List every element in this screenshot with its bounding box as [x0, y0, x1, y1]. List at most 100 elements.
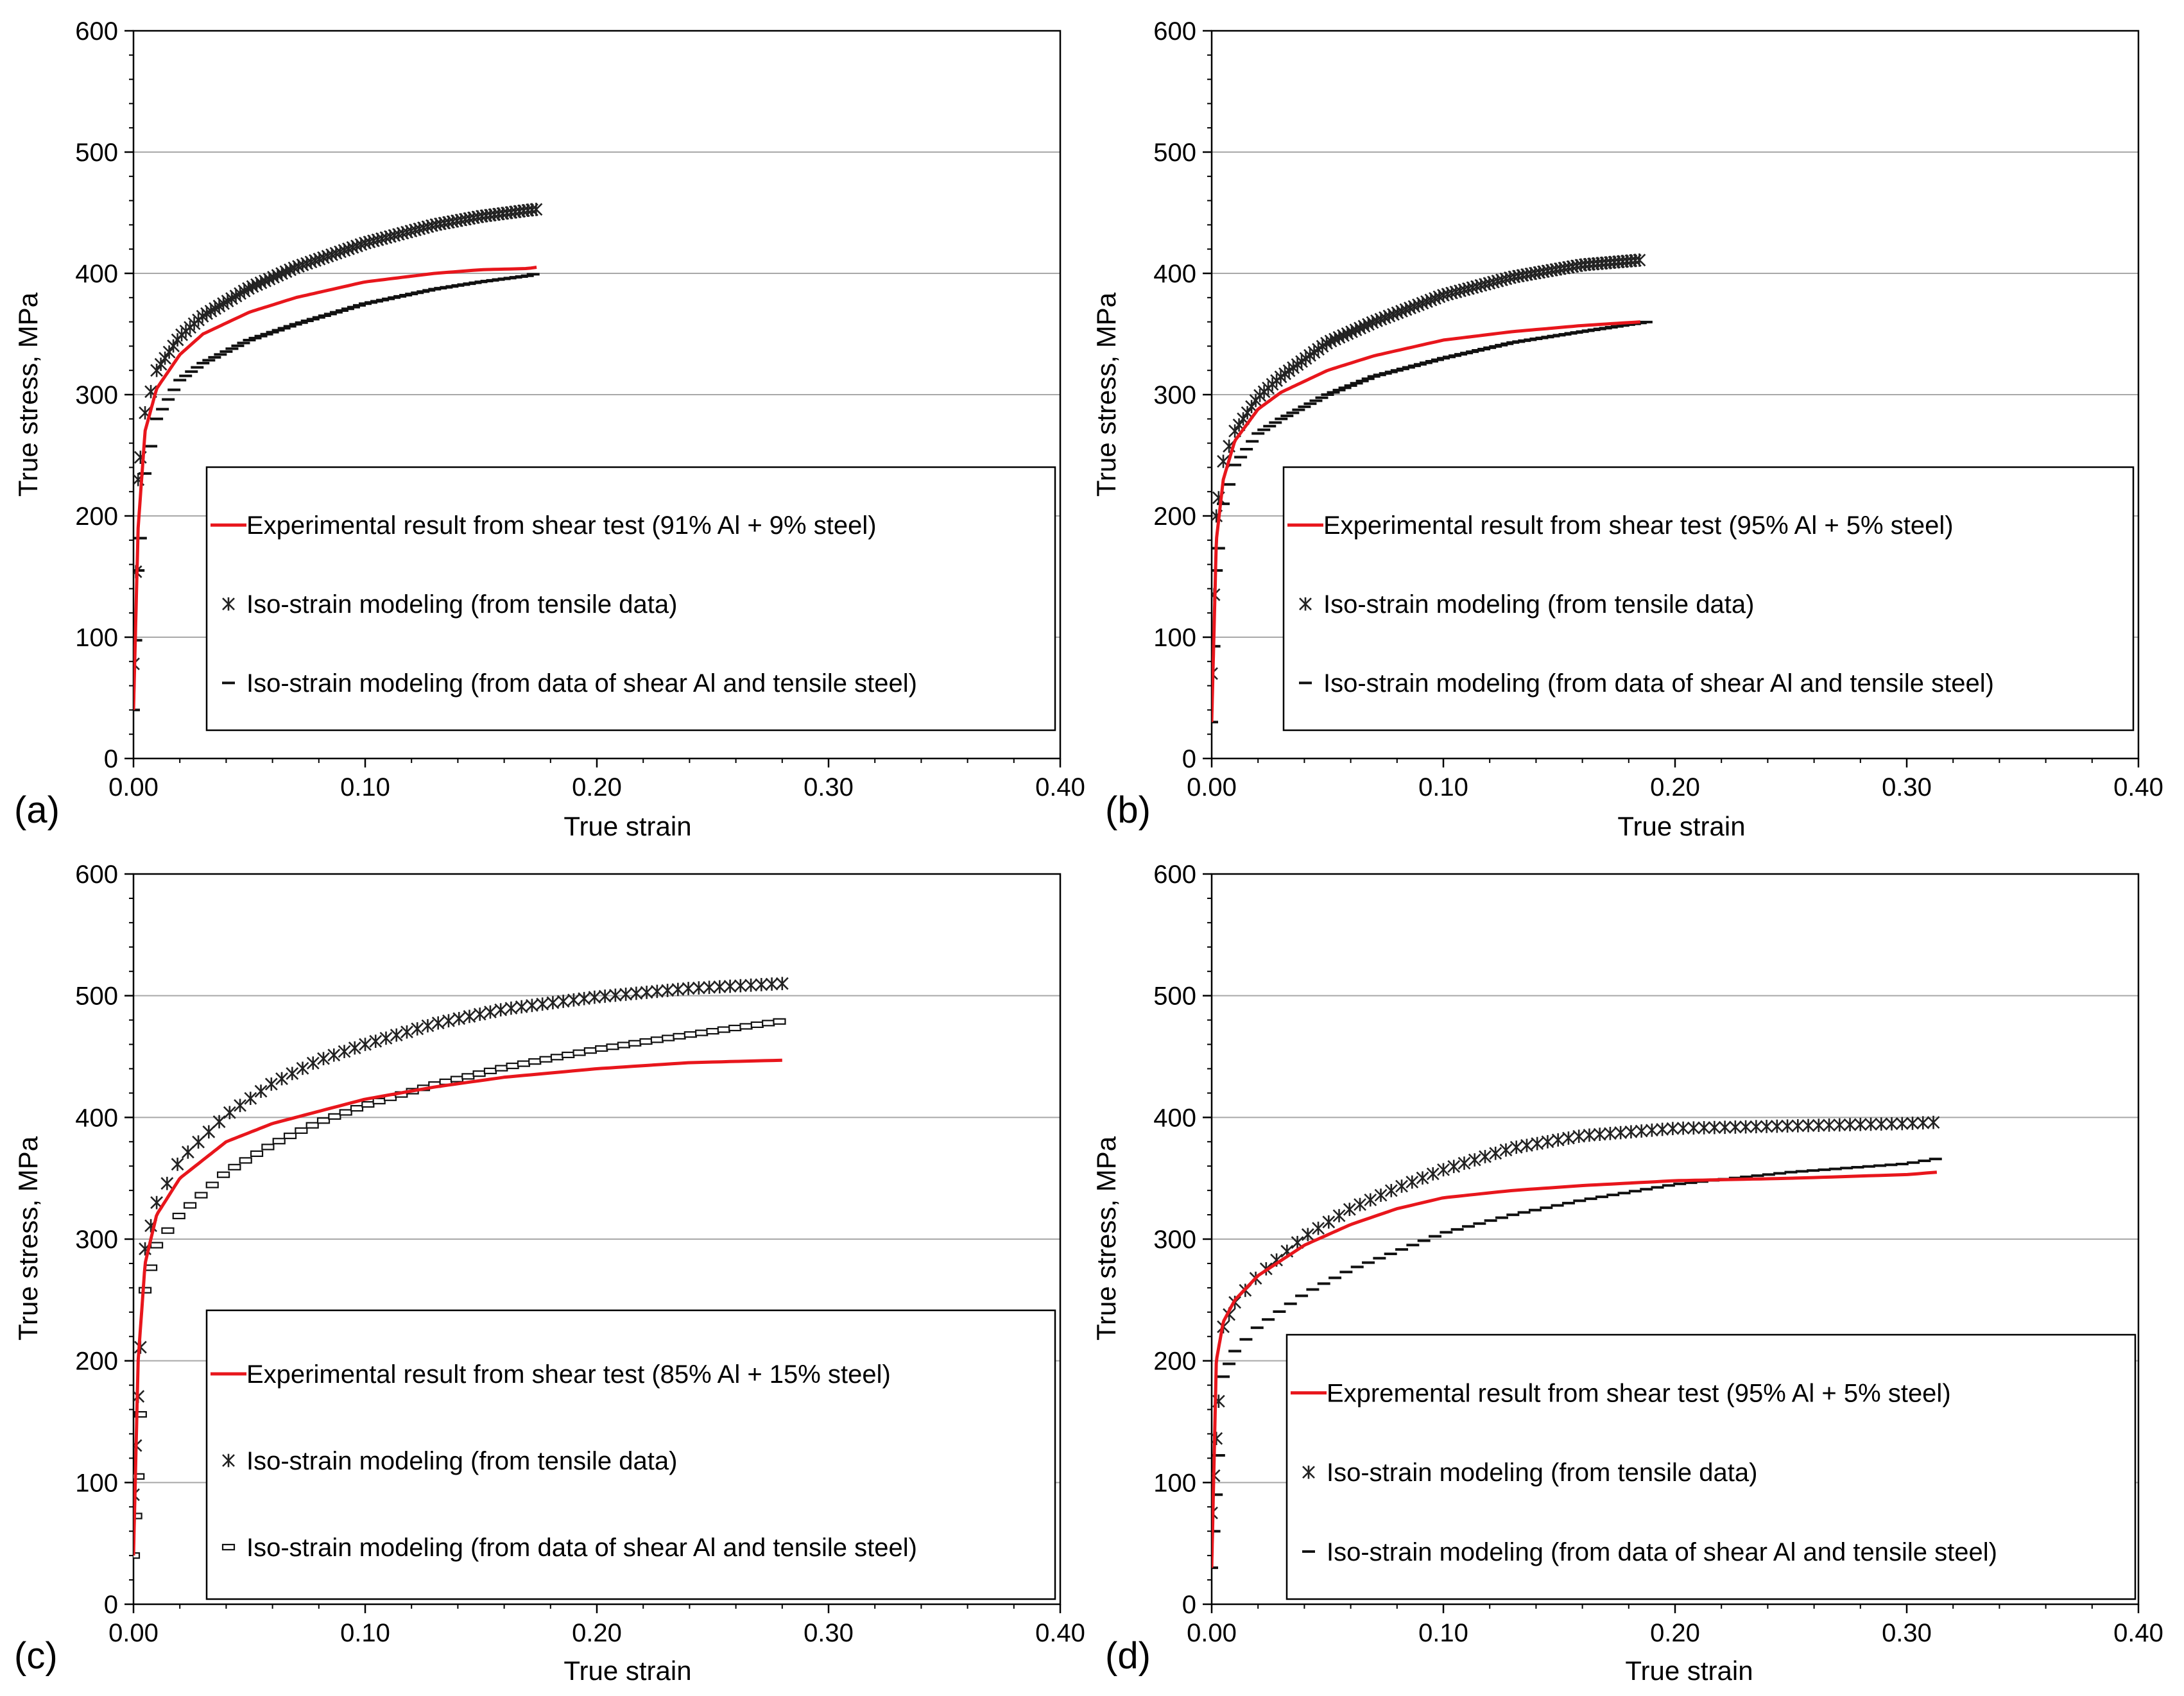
asterisk-marker [1212, 1432, 1223, 1446]
asterisk-marker [133, 1487, 140, 1502]
asterisk-marker [1562, 1131, 1575, 1145]
square-marker [639, 1038, 653, 1045]
y-tick-label: 400 [75, 260, 118, 288]
square-marker [628, 1040, 642, 1047]
asterisk-marker [1645, 1123, 1658, 1137]
asterisk-marker [723, 979, 737, 993]
asterisk-marker [1499, 1143, 1513, 1157]
square-marker [695, 1029, 709, 1036]
square-marker [617, 1041, 630, 1049]
asterisk-marker [192, 1135, 205, 1149]
square-marker [495, 1065, 508, 1072]
series-iso-strain-tensile [1212, 253, 1646, 681]
asterisk-marker [1791, 1119, 1805, 1133]
asterisk-marker [608, 988, 622, 1002]
panel-label: (d) [1105, 1635, 1151, 1677]
y-axis-label: True stress, MPa [13, 1136, 43, 1341]
square-marker [138, 1287, 152, 1294]
asterisk-marker [1426, 1167, 1440, 1181]
y-tick-label: 200 [1153, 502, 1196, 531]
asterisk-marker [734, 979, 747, 993]
x-tick-label: 0.20 [1650, 1619, 1700, 1647]
experimental-curve [1212, 1170, 1938, 1569]
square-marker [228, 1163, 241, 1170]
asterisk-marker [463, 1009, 476, 1024]
x-axis-label: True strain [563, 1656, 691, 1686]
asterisk-marker [1760, 1120, 1773, 1133]
series-area [133, 977, 789, 1559]
legend-box [1282, 466, 2135, 732]
asterisk-marker [682, 982, 695, 995]
square-marker [133, 1411, 147, 1418]
panel-a: 0 100 200 300 400 500 600 0.00 0.10 0.20 0.30 0.40 T… [13, 17, 1085, 841]
asterisk-marker [1801, 1118, 1815, 1133]
square-marker [133, 1552, 141, 1559]
asterisk-marker [1457, 1156, 1471, 1170]
asterisk-marker [567, 993, 580, 1007]
asterisk-marker [1833, 1118, 1846, 1132]
square-marker [739, 1023, 753, 1030]
legend: Experimental result from shear test (91%… [205, 466, 1056, 732]
asterisk-marker [1406, 1175, 1419, 1189]
legend-box [205, 466, 1056, 732]
asterisk-marker [1927, 1115, 1940, 1129]
asterisk-marker [1635, 1124, 1648, 1138]
x-tick-label: 0.20 [572, 773, 622, 801]
square-marker [316, 1117, 331, 1124]
asterisk-marker [1332, 1209, 1346, 1222]
asterisk-marker [546, 996, 560, 1009]
asterisk-marker [133, 657, 140, 671]
y-tick-label: 400 [1153, 260, 1196, 288]
square-marker [662, 1034, 675, 1041]
panel-label: (b) [1105, 789, 1151, 831]
asterisk-marker [640, 986, 653, 999]
asterisk-marker [1541, 1135, 1554, 1149]
x-tick-label: 0.00 [1187, 1619, 1237, 1647]
asterisk-marker [359, 1038, 372, 1051]
asterisk-marker [1739, 1120, 1753, 1134]
experimental-curve [133, 1058, 782, 1557]
legend: Expremental result from shear test (95% … [1285, 1333, 2137, 1600]
square-marker [144, 1264, 158, 1271]
asterisk-marker [327, 1048, 341, 1062]
asterisk-marker [1212, 667, 1218, 681]
panel-label: (c) [14, 1635, 58, 1677]
asterisk-marker [484, 1005, 497, 1019]
asterisk-marker [1479, 1150, 1492, 1163]
x-tick-label: 0.00 [108, 773, 159, 801]
legend-label: Expremental result from shear test (95% … [1327, 1380, 1951, 1408]
y-tick-label: 100 [75, 624, 118, 652]
legend-asterisk-key [222, 1453, 235, 1468]
asterisk-marker [1437, 1163, 1450, 1177]
asterisk-marker [526, 998, 538, 1013]
asterisk-marker [1354, 1197, 1366, 1212]
x-tick-label: 0.10 [1418, 773, 1468, 801]
asterisk-marker [1343, 1203, 1356, 1217]
x-tick-label: 0.40 [1035, 1619, 1085, 1647]
legend-label: Iso-strain modeling (from data of shear … [246, 669, 917, 698]
x-tick-label: 0.40 [1035, 773, 1085, 801]
y-tick-label: 300 [1153, 1226, 1196, 1254]
experimental-curve [133, 266, 537, 712]
legend-square-key [221, 1543, 236, 1551]
x-tick-label: 0.10 [340, 1619, 390, 1647]
legend: Experimental result from shear test (85%… [205, 1309, 1056, 1600]
y-tick-label: 300 [1153, 381, 1196, 409]
asterisk-marker [1853, 1117, 1867, 1131]
y-tick-label: 300 [75, 1226, 118, 1254]
asterisk-marker [1823, 1118, 1836, 1132]
square-marker [339, 1109, 352, 1116]
square-marker [762, 1020, 775, 1027]
y-tick-label: 500 [75, 139, 118, 167]
series-iso-strain-tensile [1212, 1115, 1940, 1520]
asterisk-marker [400, 1025, 413, 1039]
y-axis-label: True stress, MPa [13, 292, 43, 497]
y-tick-label: 500 [75, 982, 118, 1011]
asterisk-marker [1906, 1117, 1919, 1130]
asterisk-marker [515, 1000, 528, 1014]
asterisk-marker [1531, 1136, 1544, 1151]
asterisk-marker [264, 1077, 278, 1091]
square-marker [361, 1101, 375, 1108]
asterisk-marker [650, 984, 664, 998]
square-marker [272, 1138, 286, 1145]
